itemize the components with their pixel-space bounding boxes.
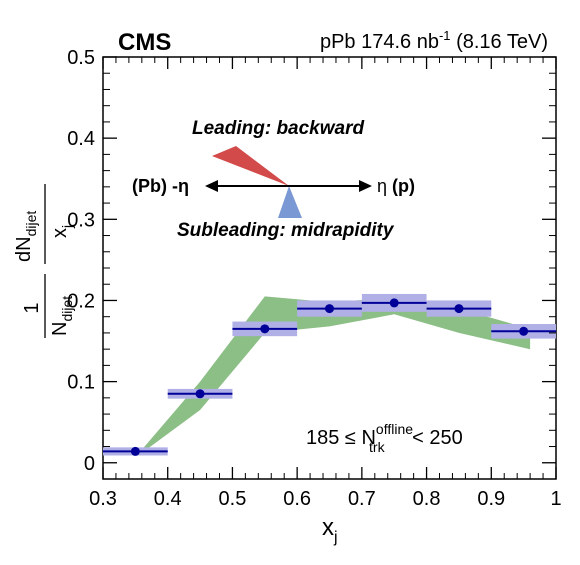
ylabel-num-sub: dijet [23,211,39,237]
experiment-label: CMS [118,29,171,56]
y-tick-label: 0.1 [67,372,95,394]
diagram-left-label: (Pb) -η [132,176,189,196]
eta-arrow-right-icon [359,180,372,192]
diagram-eta: η [377,176,387,196]
annot-suffix: < 250 [407,427,463,449]
y-axis-label: 1 Ndijet dNdijet xj [13,184,75,338]
data-point [519,326,529,336]
data-point [195,389,205,399]
y-tick-label: 0 [84,453,95,475]
xlabel-sub: j [333,529,338,546]
multiplicity-annotation: 185 ≤ Noffline trk < 250 [306,421,463,455]
lumi-tail: (8.16 TeV) [451,31,548,53]
x-tick-label: 1 [550,488,561,510]
data-point [389,298,399,308]
diagram-p: (p) [392,176,415,196]
data-point [260,324,270,334]
leading-cone-icon [212,146,289,186]
leading-label: Leading: backward [192,118,364,139]
y-tick-label: 0.5 [67,47,95,69]
ylabel-numerator: dNdijet [13,211,39,262]
x-tick-label: 0.4 [154,488,182,510]
x-tick-label: 0.6 [283,488,311,510]
ylabel-dx: xj [49,225,75,238]
x-tick-label: 0.3 [89,488,117,510]
annot-prefix: 185 ≤ N [306,427,376,449]
y-ticks-group: 0 0.1 0.2 0.3 0.4 0.5 [67,47,556,480]
x-tick-label: 0.8 [413,488,441,510]
data-point-group [103,298,556,456]
data-point [325,304,334,314]
ylabel-den-main: N [49,322,71,336]
subleading-label: Subleading: midrapidity [177,220,395,241]
x-ticks-group: 0.3 0.4 0.5 0.6 0.7 0.8 0.9 1 [89,57,562,510]
eta-arrow-left-icon [205,180,218,192]
xlabel-main: x [322,514,334,541]
kinematic-diagram: Leading: backward (Pb) -η η (p) Subleadi… [132,118,415,241]
ylabel-dx-main: x [49,228,71,238]
ylabel-prefix: 1 [21,302,43,313]
x-tick-label: 0.7 [348,488,376,510]
x-tick-label: 0.5 [219,488,247,510]
ylabel-den-sub: dijet [59,296,75,322]
annot-sub: trk [369,439,386,455]
x-tick-label: 0.9 [477,488,505,510]
y-tick-label: 0.3 [67,209,95,231]
x-axis-label: xj [322,514,338,546]
data-point [130,446,140,456]
annot-sup: offline [376,421,413,437]
ylabel-denominator: Ndijet [49,296,75,336]
diagram-right-label: η (p) [377,176,415,196]
y-tick-label: 0.4 [67,128,95,150]
lumi-main: pPb 174.6 nb [320,31,439,53]
lumi-sup: -1 [439,28,451,43]
subleading-cone-icon [278,186,302,218]
ylabel-num-main: dN [13,236,35,262]
data-point [454,304,464,314]
ylabel-dx-sub: j [59,225,75,229]
y-tick-label: 0.2 [67,290,95,312]
luminosity-label: pPb 174.6 nb-1 (8.16 TeV) [320,28,548,53]
